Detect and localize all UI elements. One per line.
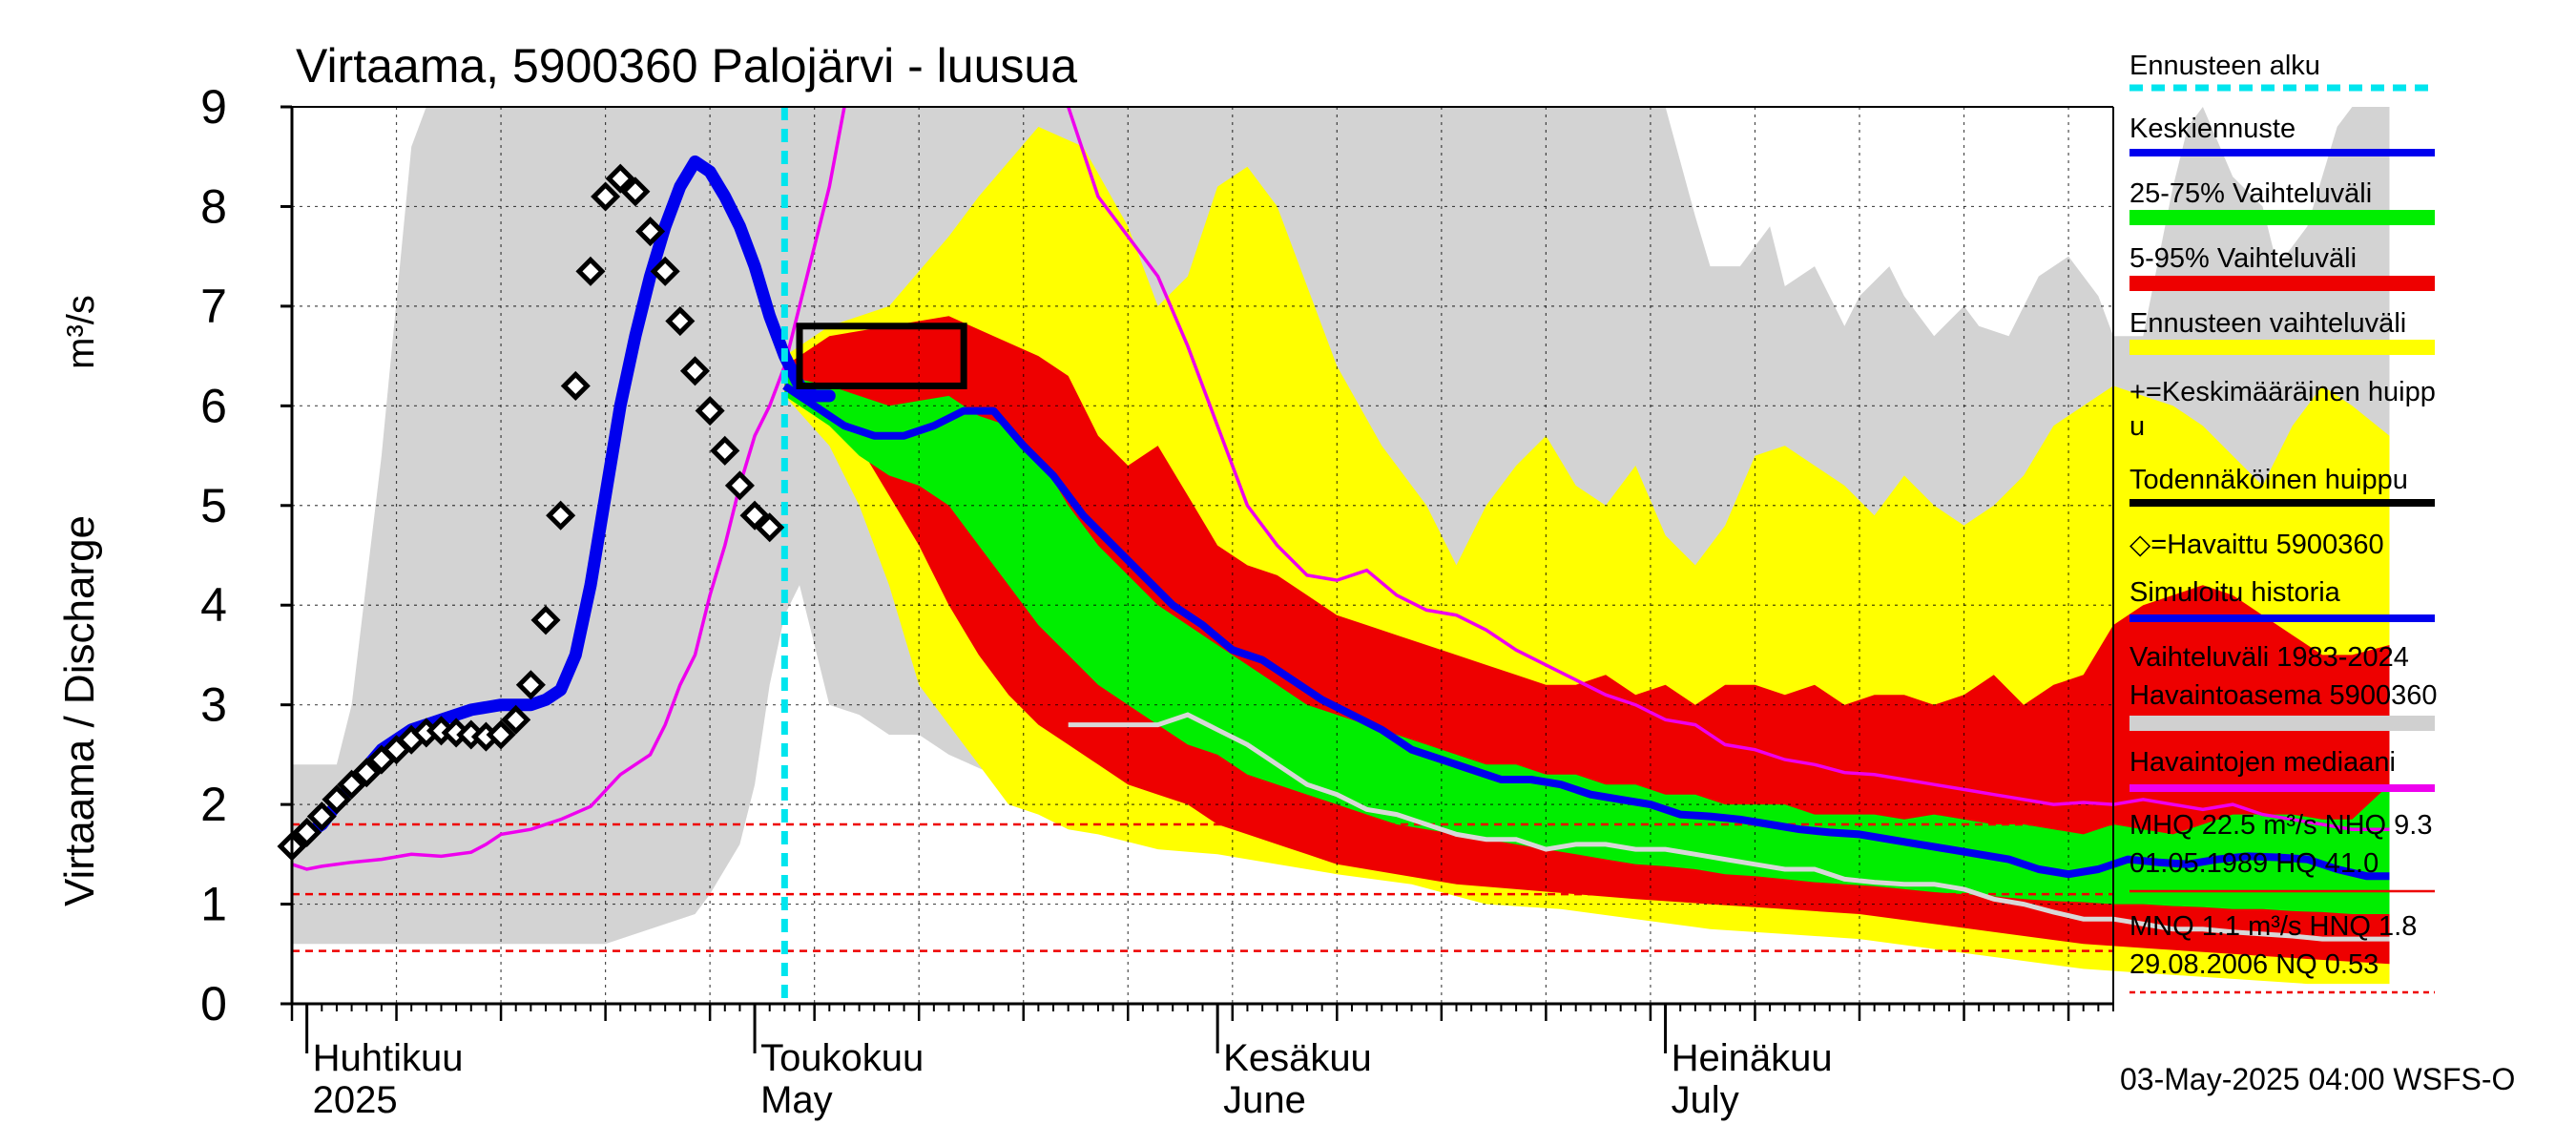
y-tick-label: 2 — [200, 778, 227, 831]
observed-markers-layer — [277, 163, 785, 862]
observed-point — [501, 704, 531, 735]
observed-point — [322, 784, 352, 815]
legend-label: Keskiennuste — [2129, 114, 2296, 144]
grid-layer — [292, 107, 2113, 1004]
x-month-label-en: July — [1672, 1079, 1739, 1121]
legend-label: Simuloitu historia — [2129, 577, 2341, 608]
legend-label-2: 29.08.2006 NQ 0.53 — [2129, 949, 2379, 980]
legend-label: Havaintojen mediaani — [2129, 747, 2396, 778]
reference-lines-layer — [292, 822, 2113, 952]
observed-point — [560, 370, 591, 401]
y-tick-label: 6 — [200, 379, 227, 432]
legend-label: Todennäköinen huippu — [2129, 465, 2408, 495]
legend-label: MHQ 22.5 m³/s NHQ 9.3 — [2129, 810, 2432, 841]
y-tick-label: 5 — [200, 479, 227, 532]
observed-point — [679, 356, 711, 386]
x-month-label-en: June — [1223, 1079, 1306, 1121]
observed-point — [591, 181, 621, 212]
y-tick-label: 3 — [200, 678, 227, 732]
legend-label: ◇=Havaittu 5900360 — [2129, 530, 2384, 560]
y-axis-label: Virtaama / Discharge — [56, 515, 103, 906]
y-tick-label: 9 — [200, 80, 227, 134]
legend-swatch-band — [2129, 716, 2435, 731]
observed-point — [605, 163, 635, 194]
observed-point — [351, 758, 382, 788]
y-tick-label: 7 — [200, 280, 227, 333]
observed-point — [739, 500, 770, 531]
legend-swatch-band — [2129, 276, 2435, 291]
observed-median-line — [291, 106, 846, 871]
legend-label-2: Havaintoasema 5900360 — [2129, 680, 2437, 711]
observed-point — [695, 396, 725, 427]
chart-title: Virtaama, 5900360 Palojärvi - luusua — [296, 39, 1077, 93]
observed-point — [635, 217, 666, 247]
legend-label-2: u — [2129, 411, 2145, 442]
footer-timestamp: 03-May-2025 04:00 WSFS-O — [2120, 1062, 2515, 1096]
observed-point — [546, 500, 576, 531]
y-tick-label: 1 — [200, 878, 227, 931]
legend-label-2: 01.05.1989 HQ 41.0 — [2129, 848, 2379, 879]
y-tick-label: 8 — [200, 179, 227, 233]
p5-95-band — [784, 316, 2390, 965]
history-median-line — [1068, 712, 2390, 942]
probable-peak-box — [796, 323, 967, 389]
x-month-label-fi: Kesäkuu — [1223, 1037, 1372, 1079]
observed-point — [575, 256, 606, 286]
legend-swatch-band — [2129, 340, 2435, 355]
legend-label: +=Keskimääräinen huipp — [2129, 377, 2436, 407]
x-month-label-en: May — [760, 1079, 833, 1121]
observed-point — [515, 670, 546, 700]
x-month-label-fi: Huhtikuu — [313, 1037, 464, 1079]
x-month-label-en: 2025 — [313, 1079, 398, 1121]
legend-label: 5-95% Vaihteluväli — [2129, 243, 2357, 274]
observed-point — [620, 177, 651, 207]
legend-label: 25-75% Vaihteluväli — [2129, 178, 2372, 209]
y-axis-unit: m³/s — [60, 295, 102, 369]
y-tick-label: 0 — [200, 977, 227, 1030]
observed-point — [710, 435, 740, 466]
observed-point — [292, 817, 322, 847]
x-month-label-fi: Toukokuu — [760, 1037, 924, 1079]
y-tick-label: 4 — [200, 578, 227, 632]
observed-point — [650, 256, 680, 286]
legend-label: Vaihteluväli 1983-2024 — [2129, 642, 2409, 673]
observed-point — [755, 512, 785, 543]
observed-point — [337, 769, 367, 800]
median-forecast-line — [782, 383, 2390, 881]
observed-point — [486, 719, 516, 750]
observed-median-line-2 — [1067, 106, 2390, 831]
legend-label: MNQ 1.1 m³/s HNQ 1.8 — [2129, 911, 2417, 942]
observed-point — [724, 470, 755, 501]
legend-label: Ennusteen alku — [2129, 51, 2320, 81]
x-month-label-fi: Heinäkuu — [1672, 1037, 1833, 1079]
observed-point — [665, 306, 696, 337]
legend: Ennusteen alku Keskiennuste 25-75% Vaihtel… — [2129, 51, 2437, 994]
observed-point — [530, 605, 561, 635]
legend-swatch-band — [2129, 210, 2435, 225]
legend-label: Ennusteen vaihteluväli — [2129, 308, 2406, 339]
observed-point — [306, 802, 337, 832]
